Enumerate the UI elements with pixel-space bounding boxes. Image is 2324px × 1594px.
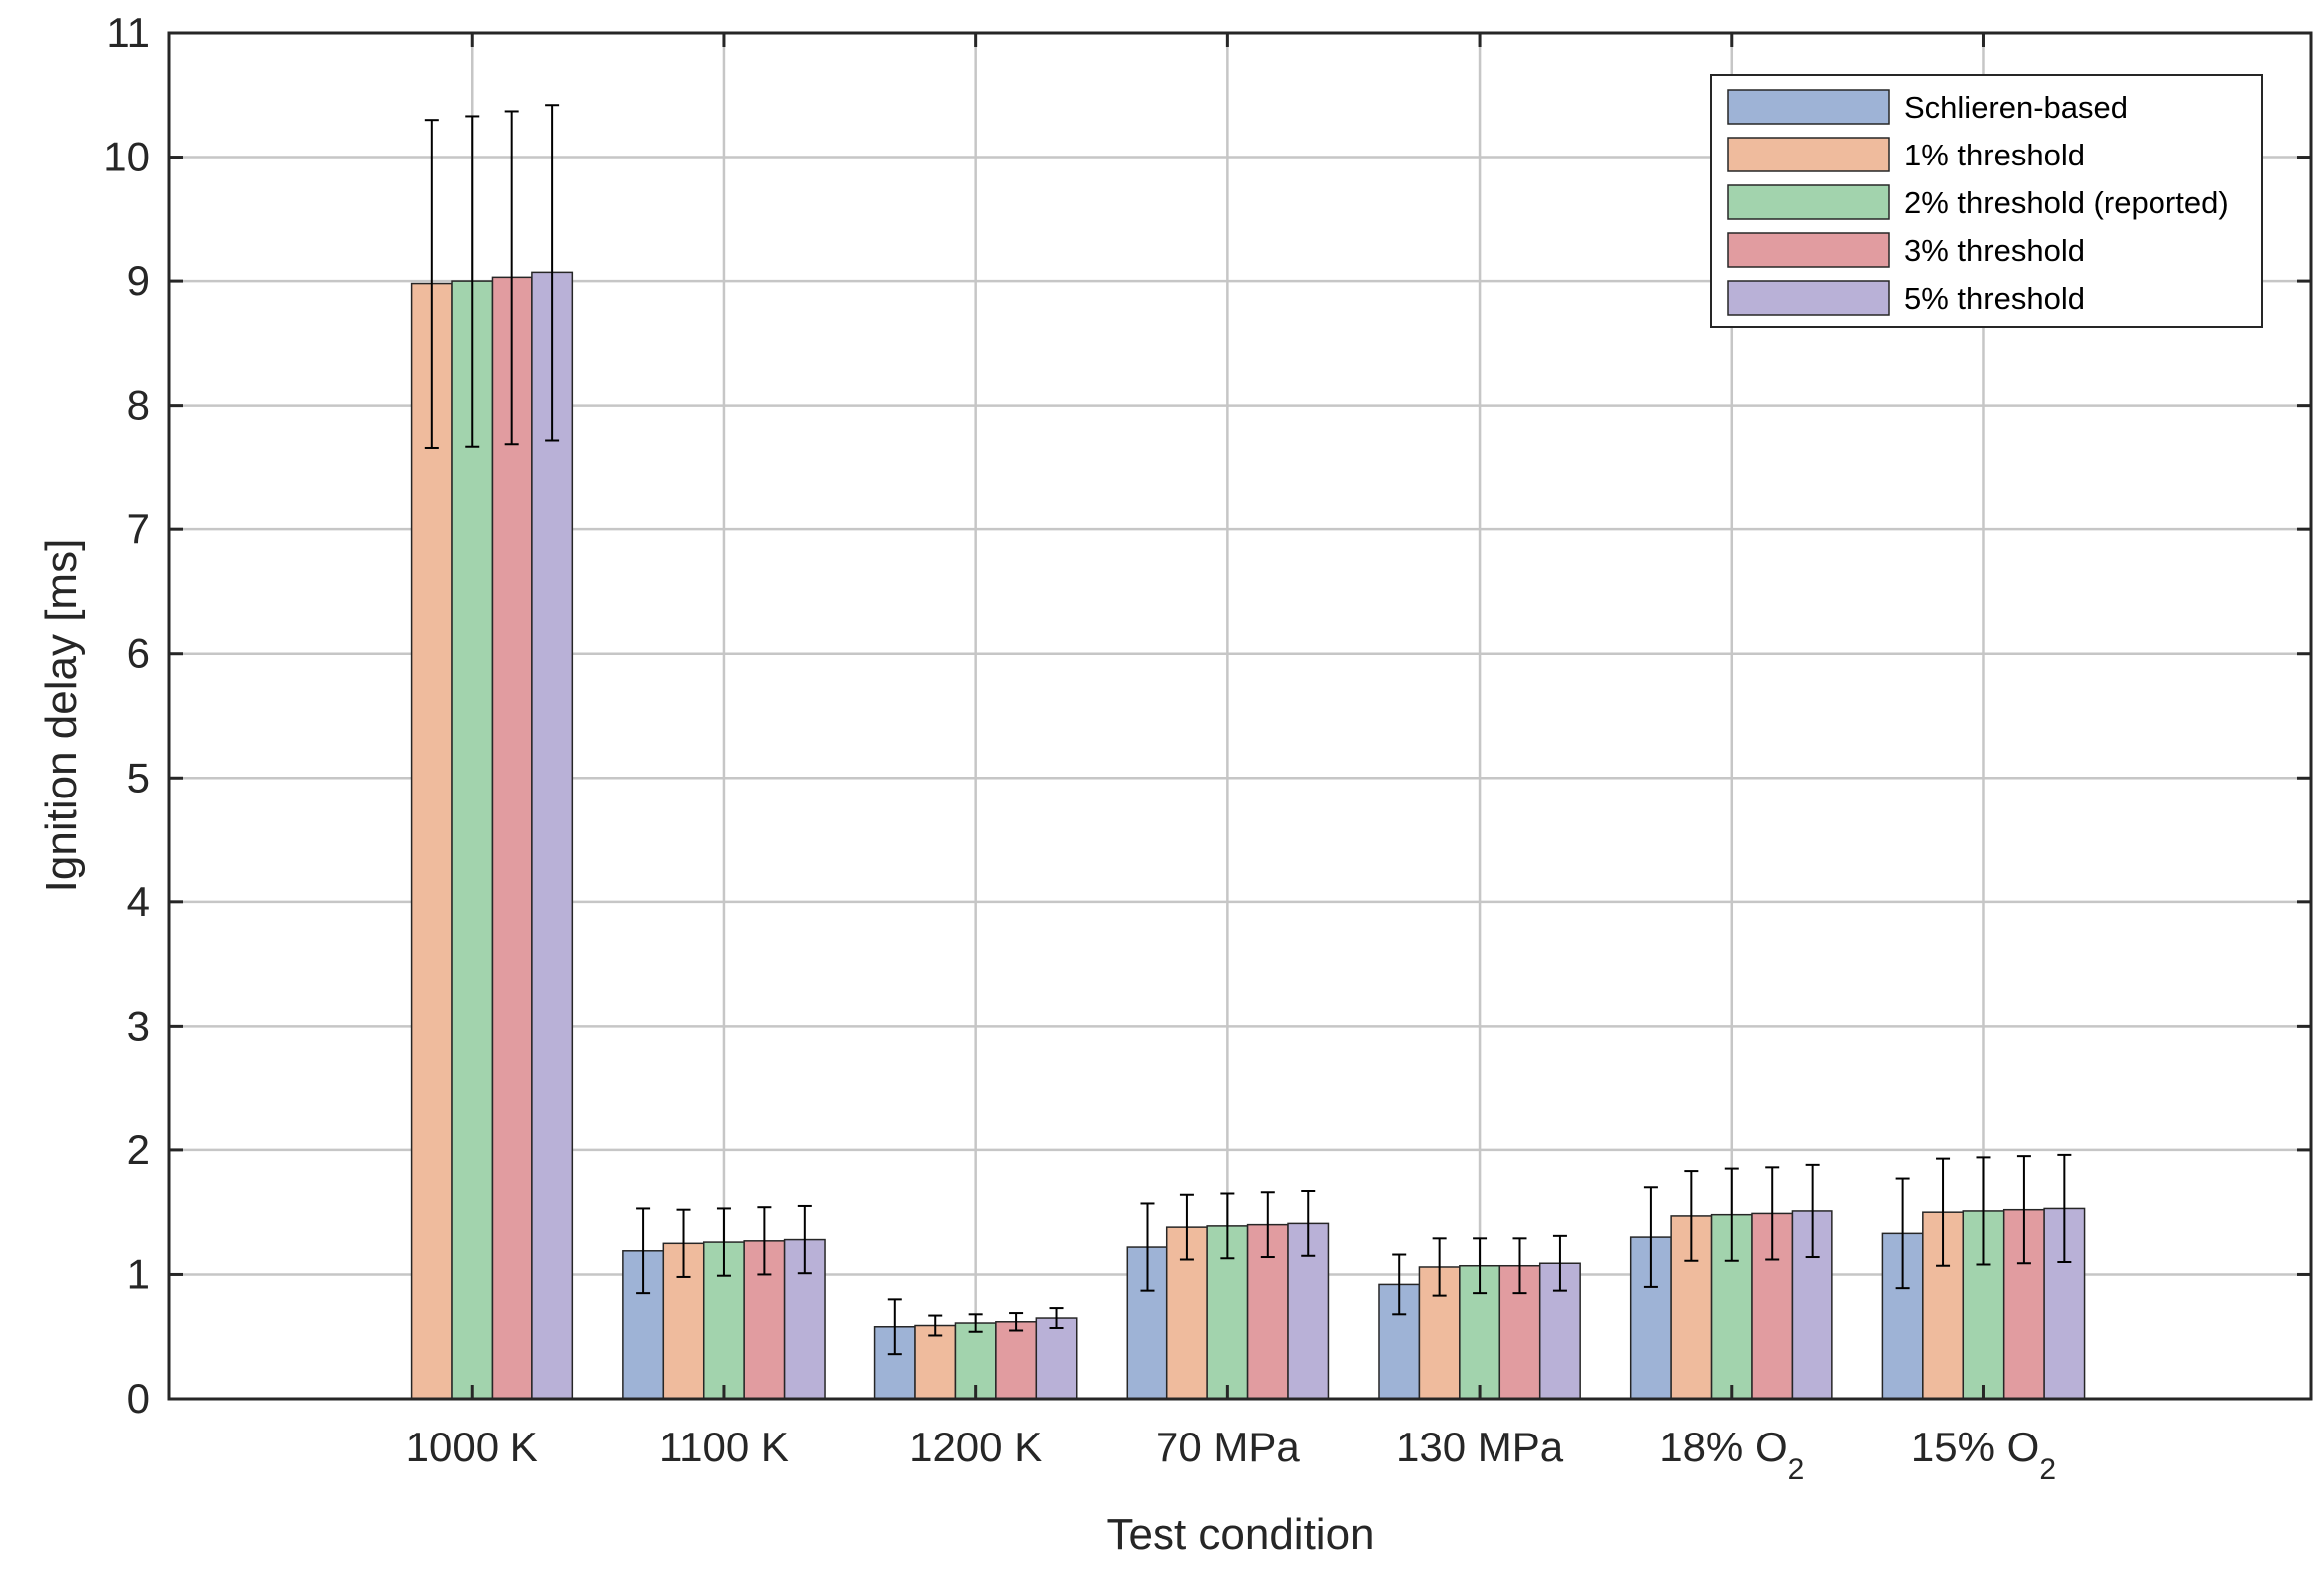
legend-label: Schlieren-based (1904, 90, 2128, 125)
bar (1035, 1317, 1078, 1400)
y-tick-label: 6 (127, 630, 150, 677)
x-axis-title: Test condition (1106, 1510, 1374, 1559)
x-axis-ticks: 1000 K 1100 K 1200 K 70 MPa 130 MPa 18% O2 15%… (406, 33, 2056, 1486)
x-tick-label: 1100 K (659, 1424, 789, 1470)
x-tick-label-main: 70 MPa (1156, 1424, 1300, 1470)
bar-groups (410, 271, 2086, 1400)
legend-label: 1% threshold (1904, 138, 2085, 172)
x-tick-label: 70 MPa (1156, 1424, 1300, 1470)
y-tick-label: 0 (127, 1375, 150, 1422)
y-tick-label: 8 (127, 382, 150, 429)
x-tick-label: 1200 K (909, 1424, 1042, 1470)
error-bars (424, 104, 2072, 1356)
x-tick-label-subscript: 2 (2039, 1453, 2056, 1486)
y-axis-ticks: 0 1 2 3 4 5 6 7 8 9 10 11 (103, 9, 2311, 1422)
y-tick-label: 9 (127, 257, 150, 304)
y-tick-label: 11 (106, 9, 150, 56)
legend-swatch (1727, 137, 1890, 172)
x-tick-label-main: 18% O (1659, 1424, 1787, 1470)
y-tick-label: 4 (127, 878, 150, 925)
bar (531, 271, 574, 1400)
legend-swatch (1727, 89, 1890, 125)
y-tick-label: 10 (103, 134, 150, 180)
bar (410, 282, 453, 1400)
x-tick-label: 130 MPa (1396, 1424, 1564, 1470)
bar (995, 1321, 1038, 1400)
bar (914, 1324, 957, 1400)
y-axis-title: Ignition delay [ms] (37, 539, 86, 893)
x-tick-label-main: 1100 K (659, 1424, 789, 1470)
legend-swatch (1727, 280, 1890, 316)
plot-area-frame (167, 31, 2313, 1401)
x-tick-label-main: 130 MPa (1396, 1424, 1564, 1470)
x-tick-label-subscript: 2 (1788, 1453, 1805, 1486)
x-tick-label: 15% O2 (1911, 1424, 2056, 1486)
legend-label: 2% threshold (reported) (1904, 185, 2229, 220)
legend: Schlieren-based 1% threshold 2% threshold … (1710, 74, 2263, 328)
x-tick-label-main: 1200 K (909, 1424, 1042, 1470)
y-tick-label: 1 (127, 1250, 150, 1297)
y-tick-label: 5 (127, 754, 150, 800)
legend-swatch (1727, 232, 1890, 268)
x-tick-label-main: 1000 K (406, 1424, 538, 1470)
legend-label: 5% threshold (1904, 281, 2085, 316)
y-tick-label: 2 (127, 1126, 150, 1173)
legend-swatch (1727, 184, 1890, 220)
y-tick-label: 3 (127, 1002, 150, 1049)
bar (451, 280, 494, 1400)
x-tick-label-main: 15% O (1911, 1424, 2039, 1470)
y-tick-label: 7 (127, 505, 150, 552)
x-tick-label: 1000 K (406, 1424, 538, 1470)
legend-label: 3% threshold (1904, 233, 2085, 268)
bar (491, 276, 533, 1400)
x-tick-label: 18% O2 (1659, 1424, 1804, 1486)
